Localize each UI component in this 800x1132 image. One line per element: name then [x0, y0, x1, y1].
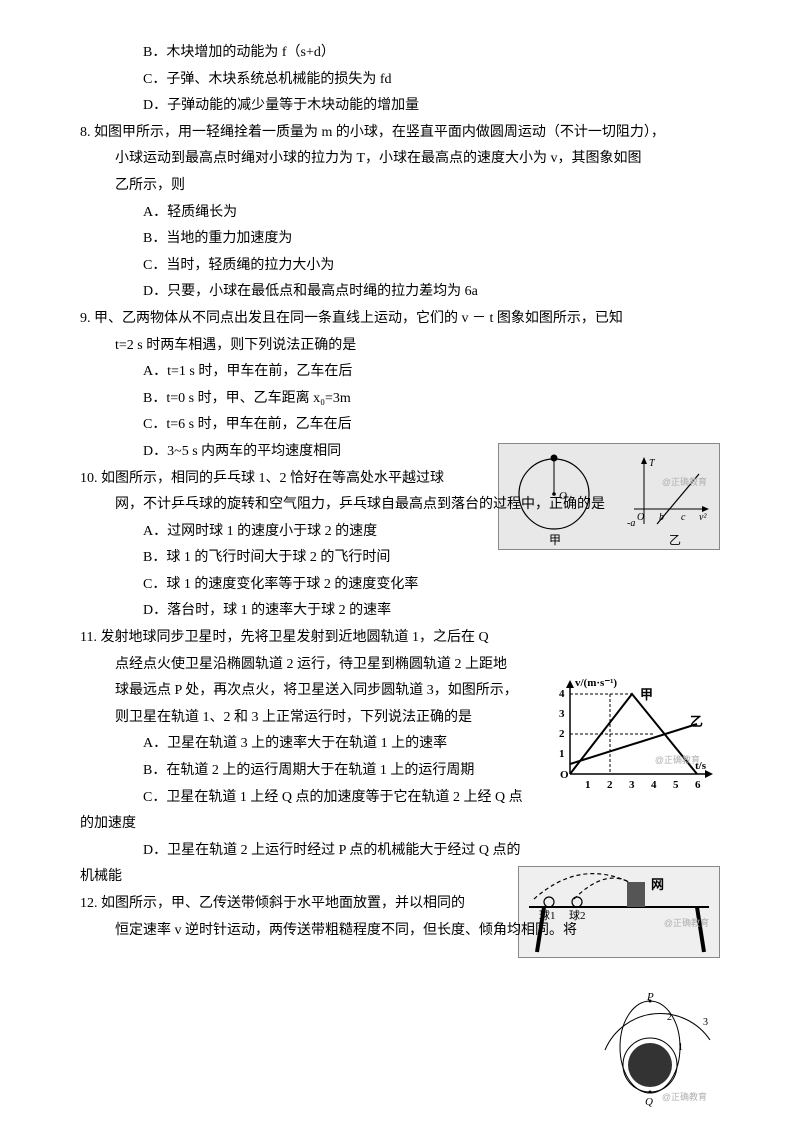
figure-orbit: P Q 1 2 3 @正确教育 — [585, 990, 715, 1110]
q8-stem1: 8. 如图甲所示，用一轻绳拴着一质量为 m 的小球，在竖直平面内做圆周运动（不计… — [80, 120, 720, 147]
q10-stem2: 网，不计乒乓球的旋转和空气阻力，乒乓球自最高点到落台的过程中，正确的是 — [80, 492, 720, 519]
q11-stem1: 11. 发射地球同步卫星时，先将卫星发射到近地圆轨道 1，之后在 Q — [80, 625, 720, 652]
q7-c-text: 子弹、木块系统总机械能的损失为 fd — [166, 72, 391, 87]
q12-stem1: 12. 如图所示，甲、乙传送带倾斜于水平地面放置，并以相同的 — [80, 891, 720, 918]
q11-option-b: B．在轨道 2 上的运行周期大于在轨道 1 上的运行周期 — [80, 758, 720, 785]
question-9: 9. 甲、乙两物体从不同点出发且在同一条直线上运动，它们的 v － t 图象如图… — [80, 306, 720, 466]
q7-d-text: 子弹动能的减少量等于木块动能的增加量 — [167, 98, 419, 113]
q11-stem4: 则卫星在轨道 1、2 和 3 上正常运行时，下列说法正确的是 — [80, 705, 720, 732]
q7-b-text: 木块增加的动能为 f（s+d） — [166, 45, 335, 60]
q8-option-a: A．轻质绳长为 — [80, 200, 720, 227]
question-11: 11. 发射地球同步卫星时，先将卫星发射到近地圆轨道 1，之后在 Q 点经点火使… — [80, 625, 720, 891]
page-container: B．木块增加的动能为 f（s+d） C．子弹、木块系统总机械能的损失为 fd D… — [0, 0, 800, 984]
q8-stem2: 小球运动到最高点时绳对小球的拉力为 T，小球在最高点的速度大小为 v，其图象如图 — [80, 146, 720, 173]
question-8: 8. 如图甲所示，用一轻绳拴着一质量为 m 的小球，在竖直平面内做圆周运动（不计… — [80, 120, 720, 306]
q11-option-d: D．卫星在轨道 2 上运行时经过 P 点的机械能大于经过 Q 点的 — [80, 838, 720, 865]
q10-stem1: 10. 如图所示，相同的乒乓球 1、2 恰好在等高处水平越过球 — [80, 466, 720, 493]
q7-option-d: D．子弹动能的减少量等于木块动能的增加量 — [80, 93, 720, 120]
svg-text:Q: Q — [645, 1096, 653, 1108]
q11-stem2: 点经点火使卫星沿椭圆轨道 2 运行，待卫星到椭圆轨道 2 上距地 — [80, 652, 720, 679]
q8-stem3: 乙所示，则 — [80, 173, 720, 200]
q11-c-cont: 的加速度 — [80, 811, 720, 838]
watermark-4: @正确教育 — [662, 1089, 707, 1106]
q7-option-c: C．子弹、木块系统总机械能的损失为 fd — [80, 67, 720, 94]
q9-option-a: A．t=1 s 时，甲车在前，乙车在后 — [80, 359, 720, 386]
svg-text:3: 3 — [703, 1017, 708, 1028]
q9-stem1: 9. 甲、乙两物体从不同点出发且在同一条直线上运动，它们的 v － t 图象如图… — [80, 306, 720, 333]
q8-option-c: C．当时，轻质绳的拉力大小为 — [80, 253, 720, 280]
q10-option-c: C．球 1 的速度变化率等于球 2 的速度变化率 — [80, 572, 720, 599]
q9-option-b: B．t=0 s 时，甲、乙车距离 x₀=3m — [80, 386, 720, 413]
q11-option-c: C．卫星在轨道 1 上经 Q 点的加速度等于它在轨道 2 上经 Q 点 — [80, 785, 720, 812]
q10-option-d: D．落台时，球 1 的速率大于球 2 的速率 — [80, 598, 720, 625]
q7-option-b: B．木块增加的动能为 f（s+d） — [80, 40, 720, 67]
question-12: 12. 如图所示，甲、乙传送带倾斜于水平地面放置，并以相同的 恒定速率 v 逆时… — [80, 891, 720, 944]
q9-option-c: C．t=6 s 时，甲车在前，乙车在后 — [80, 412, 720, 439]
q11-option-a: A．卫星在轨道 3 上的速率大于在轨道 1 上的速率 — [80, 731, 720, 758]
q8-option-b: B．当地的重力加速度为 — [80, 226, 720, 253]
q10-option-a: A．过网时球 1 的速度小于球 2 的速度 — [80, 519, 720, 546]
svg-text:网: 网 — [651, 877, 664, 892]
q10-option-b: B．球 1 的飞行时间大于球 2 的飞行时间 — [80, 545, 720, 572]
question-10: 10. 如图所示，相同的乒乓球 1、2 恰好在等高处水平越过球 网，不计乒乓球的… — [80, 466, 720, 626]
q12-stem2: 恒定速率 v 逆时针运动，两传送带粗糙程度不同，但长度、倾角均相同。将 — [80, 918, 720, 945]
svg-text:2: 2 — [667, 1012, 672, 1023]
q11-stem3: 球最远点 P 处，再次点火，将卫星送入同步圆轨道 3，如图所示， — [80, 678, 720, 705]
q8-option-d: D．只要，小球在最低点和最高点时绳的拉力差均为 6a — [80, 279, 720, 306]
svg-text:1: 1 — [678, 1042, 683, 1053]
q9-stem2: t=2 s 时两车相遇，则下列说法正确的是 — [80, 333, 720, 360]
